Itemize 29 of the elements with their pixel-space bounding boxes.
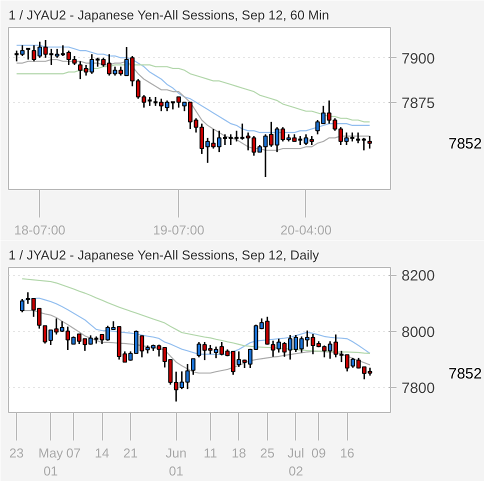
y-tick-label: 8000 xyxy=(402,324,435,341)
x-tick-label: Jul 02 xyxy=(288,446,304,478)
y-tick-label: 7900 xyxy=(402,50,435,68)
x-tick-label: May 01 xyxy=(38,446,64,478)
x-tick-label: 18-07:00 xyxy=(14,222,66,238)
y-tick-label: 8200 xyxy=(402,268,435,285)
y-tick-label: 7875 xyxy=(402,94,435,112)
x-tick-label: 07 xyxy=(66,446,81,460)
x-tick-label: 20-04:00 xyxy=(280,222,332,238)
x-tick-label: 25 xyxy=(260,446,275,460)
x-tick-label: 19-07:00 xyxy=(153,222,204,238)
chart-title: 1 / JYAU2 - Japanese Yen-All Sessions, Sep 12, Daily xyxy=(8,248,320,262)
y-tick-label: 7800 xyxy=(402,380,435,398)
candlestick xyxy=(20,298,24,314)
chart-title: 1 / JYAU2 - Japanese Yen-All Sessions, Sep 12, 60 Min xyxy=(8,8,330,22)
x-tick-label: 09 xyxy=(311,446,326,460)
x-tick-label: 14 xyxy=(94,446,110,460)
x-tick-label: 18 xyxy=(232,446,246,460)
candlestick xyxy=(367,135,372,150)
candlestick xyxy=(25,48,32,60)
x-tick-label: 16 xyxy=(340,446,354,460)
line-series xyxy=(22,278,371,354)
text: 7852 xyxy=(448,366,482,383)
x-tick-label: Jun 01 xyxy=(166,446,187,478)
text: 7852 xyxy=(448,136,482,153)
candlestick xyxy=(191,358,196,376)
x-tick-label: 11 xyxy=(204,446,218,460)
x-tick-label: 21 xyxy=(123,446,138,460)
x-tick-label: 23 xyxy=(9,446,24,460)
